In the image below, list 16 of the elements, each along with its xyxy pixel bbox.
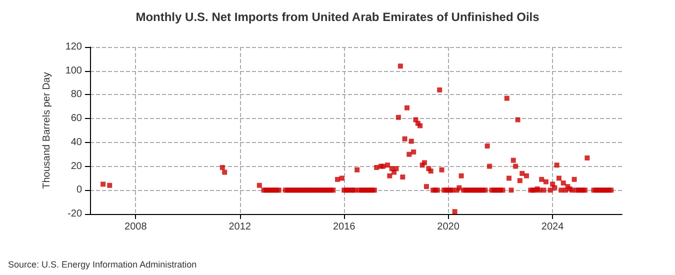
source-note: Source: U.S. Energy Information Administration (8, 260, 197, 270)
x-tick-label: 2024 (541, 222, 564, 232)
x-tick-label: 2008 (124, 222, 148, 232)
chart-title: Monthly U.S. Net Imports from United Arab Emirates of Unfinished Oils (136, 10, 540, 24)
y-tick-label: 0 (76, 184, 82, 196)
y-tick-label: 20 (70, 160, 82, 172)
x-tick-label: 2016 (332, 222, 356, 232)
y-tick-label: 80 (70, 89, 82, 100)
y-tick-label: 40 (70, 136, 82, 148)
y-tick-label: 100 (65, 65, 82, 76)
y-tick-label: -20 (68, 208, 82, 220)
y-tick-label: 60 (70, 113, 82, 124)
y-axis-title: Thousand Barrels per Day (42, 72, 52, 189)
x-tick-label: 2020 (437, 222, 460, 232)
y-tick-label: 120 (65, 42, 82, 52)
x-tick-label: 2012 (228, 222, 252, 232)
